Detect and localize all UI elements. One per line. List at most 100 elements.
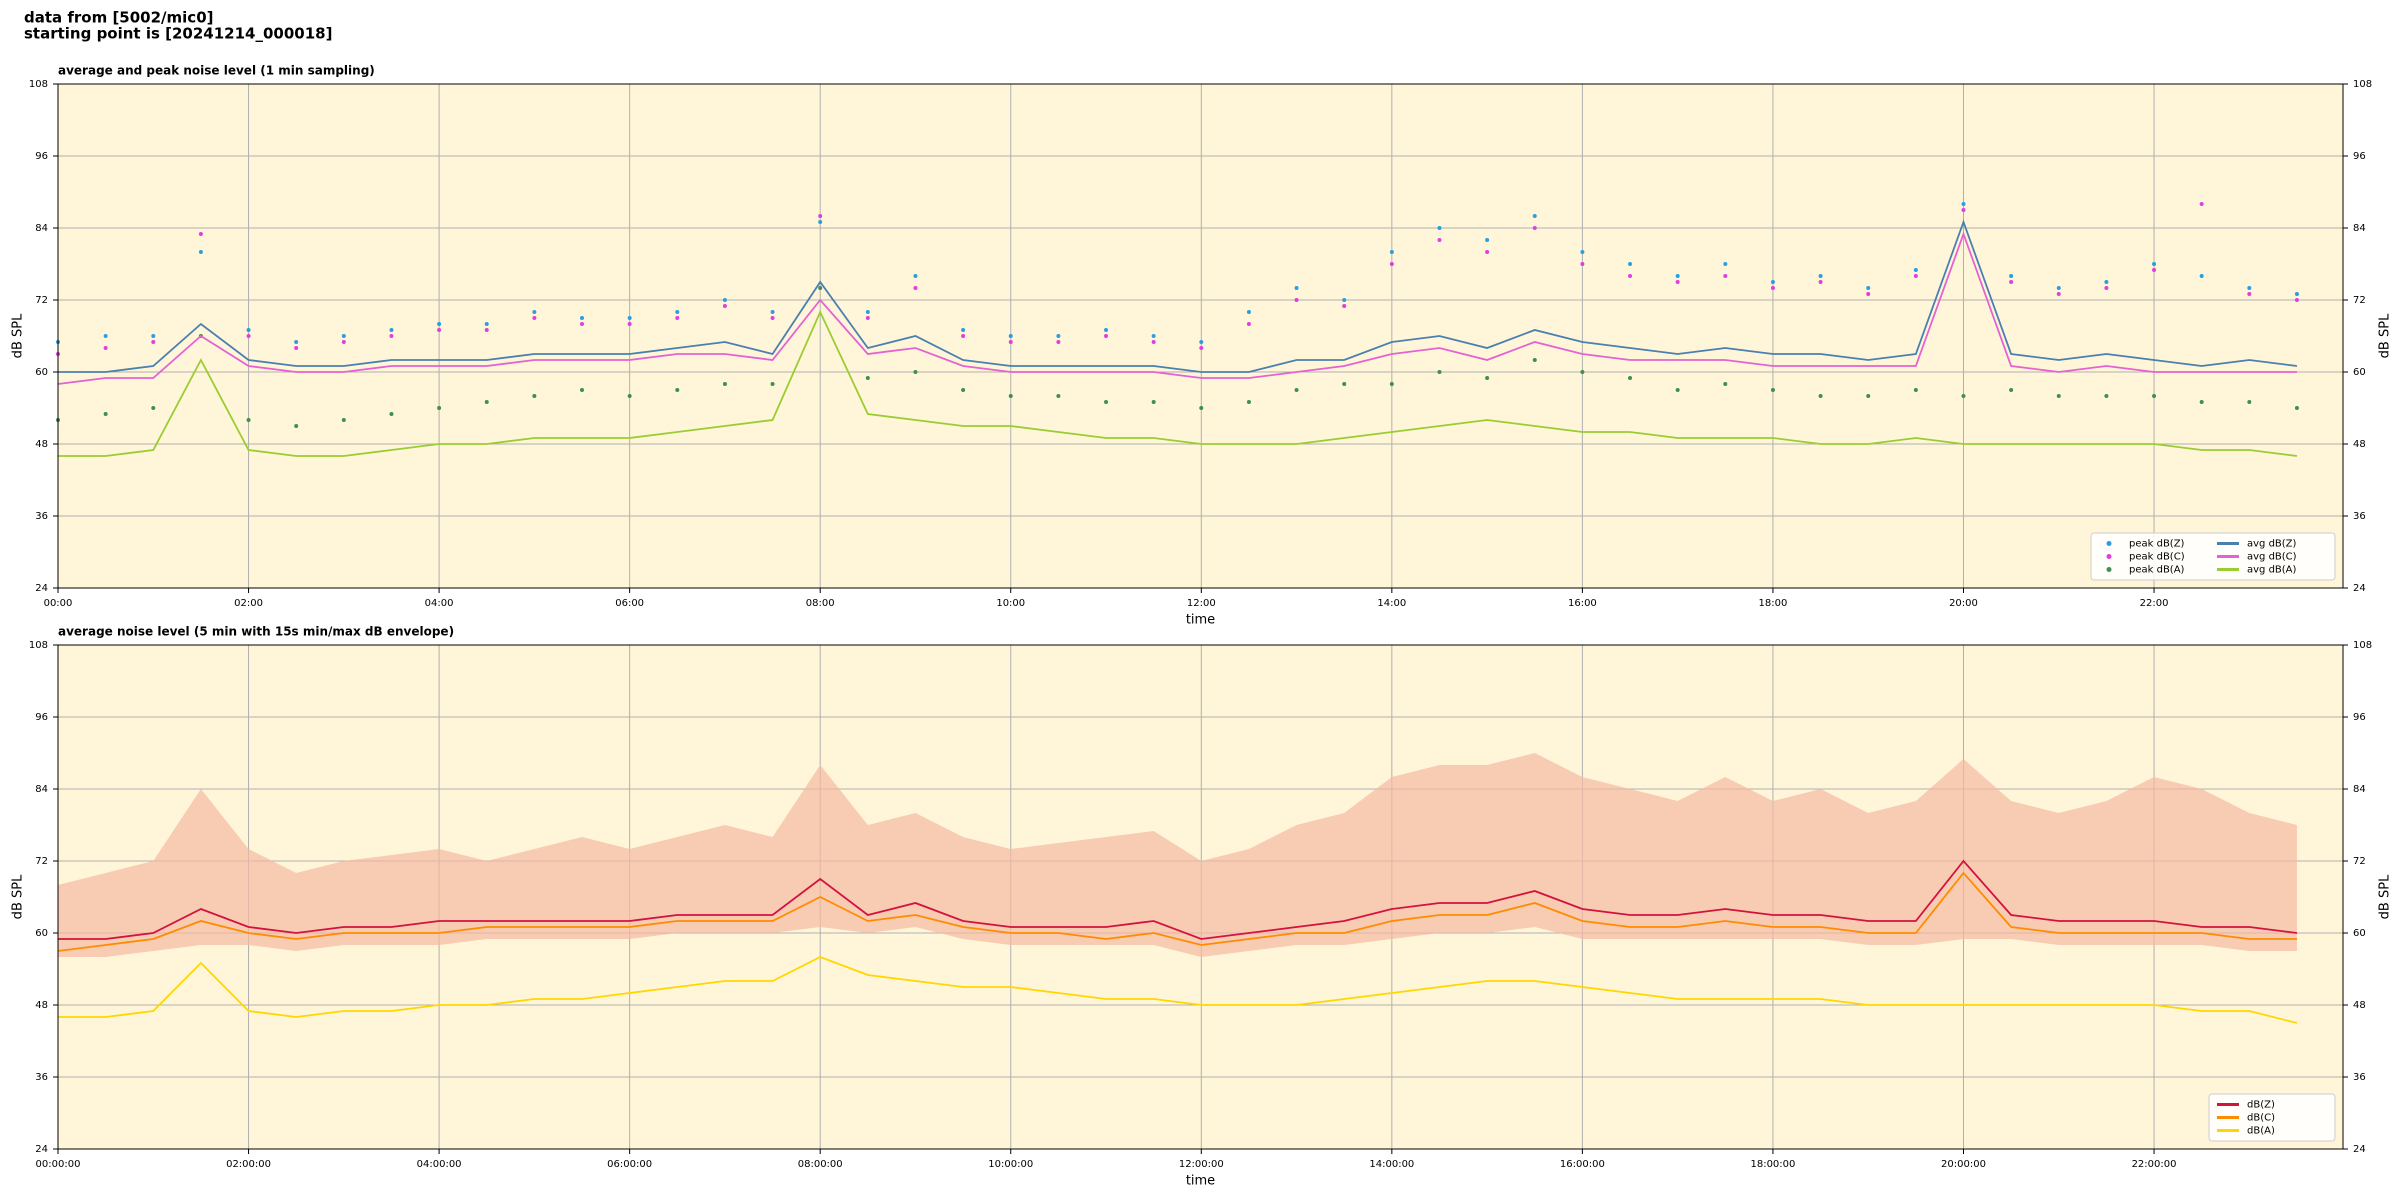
x-tick-label: 06:00:00 — [607, 1159, 652, 1170]
peak-point — [2294, 298, 2299, 302]
x-tick-label: 00:00 — [44, 598, 73, 609]
peak-point — [1723, 274, 1728, 278]
series-line — [58, 219, 2298, 373]
x-tick-label: 04:00 — [425, 598, 454, 609]
x-axis-label: time — [1186, 613, 1215, 628]
peak-point — [675, 388, 680, 392]
legend-label: avg dB(Z) — [2247, 539, 2297, 550]
peak-point — [961, 388, 966, 392]
peak-point — [2152, 268, 2157, 272]
peak-point — [1485, 238, 1490, 242]
peak-point — [580, 316, 585, 320]
peak-point — [1151, 340, 1156, 344]
series-line — [57, 231, 2297, 385]
y-tick-label: 96 — [2353, 712, 2366, 723]
peak-point — [151, 340, 156, 344]
peak-point — [1485, 376, 1490, 380]
y-tick-label: 60 — [35, 928, 48, 939]
peak-point — [2009, 388, 2014, 392]
y-tick-label: 72 — [35, 856, 48, 867]
y-tick-label: 96 — [35, 151, 48, 162]
peak-point — [818, 220, 823, 224]
legend-label: dB(C) — [2247, 1113, 2275, 1124]
peak-point — [246, 334, 251, 338]
x-tick-label: 12:00 — [1187, 598, 1216, 609]
x-tick-label: 02:00:00 — [226, 1159, 271, 1170]
peak-point — [675, 316, 680, 320]
peak-point — [1580, 262, 1585, 266]
peak-point — [913, 274, 918, 278]
peak-point — [1866, 286, 1871, 290]
peak-point — [580, 322, 585, 326]
y-tick-label: 24 — [2353, 583, 2366, 594]
y-tick-label: 36 — [2353, 1072, 2366, 1083]
peak-point — [1723, 382, 1728, 386]
peak-point — [722, 304, 727, 308]
header-line: starting point is [20241214_000018] — [24, 25, 332, 43]
peak-point — [1389, 250, 1394, 254]
series-line — [57, 871, 2297, 952]
peak-point — [2104, 280, 2109, 284]
x-tick-label: 20:00:00 — [1941, 1159, 1986, 1170]
peak-point — [913, 286, 918, 290]
peak-point — [627, 322, 632, 326]
y-tick-label: 48 — [2353, 439, 2366, 450]
legend-label: peak dB(A) — [2129, 565, 2185, 576]
peak-point — [1675, 274, 1680, 278]
peak-point — [2056, 292, 2061, 296]
y-tick-label: 72 — [35, 295, 48, 306]
peak-point — [294, 340, 299, 344]
peak-point — [1104, 400, 1109, 404]
peak-point — [627, 394, 632, 398]
peak-point — [1770, 286, 1775, 290]
peak-point — [1628, 262, 1633, 266]
y-tick-label: 108 — [29, 79, 48, 90]
peak-point — [103, 334, 108, 338]
peak-point — [1580, 250, 1585, 254]
peak-point — [1866, 394, 1871, 398]
peak-point — [770, 382, 775, 386]
peak-point — [2294, 292, 2299, 296]
y-tick-label: 60 — [2353, 928, 2366, 939]
peak-point — [1818, 280, 1823, 284]
peak-point — [1246, 310, 1251, 314]
peak-point — [865, 310, 870, 314]
x-tick-label: 02:00 — [234, 598, 263, 609]
x-tick-label: 10:00 — [996, 598, 1025, 609]
peak-point — [2152, 262, 2157, 266]
peak-point — [1913, 274, 1918, 278]
y-tick-label: 60 — [35, 367, 48, 378]
peak-point — [2247, 400, 2252, 404]
peak-point — [341, 340, 346, 344]
x-tick-label: 22:00 — [2140, 598, 2169, 609]
peak-point — [770, 310, 775, 314]
peak-point — [389, 328, 394, 332]
peak-point — [294, 424, 299, 428]
peak-point — [2009, 274, 2014, 278]
y-tick-label: 36 — [2353, 511, 2366, 522]
peak-point — [1437, 370, 1442, 374]
peak-point — [722, 382, 727, 386]
y-tick-label: 24 — [35, 583, 48, 594]
peak-point — [1342, 304, 1347, 308]
peak-point — [2199, 400, 2204, 404]
y-tick-label: 48 — [35, 439, 48, 450]
peak-point — [341, 334, 346, 338]
y-tick-label: 96 — [2353, 151, 2366, 162]
peak-point — [437, 322, 442, 326]
legend-label: peak dB(C) — [2129, 552, 2185, 563]
peak-point — [1104, 334, 1109, 338]
peak-point — [1056, 334, 1061, 338]
peak-point — [151, 406, 156, 410]
peak-point — [389, 412, 394, 416]
peak-point — [865, 376, 870, 380]
peak-point — [1675, 280, 1680, 284]
peak-point — [1056, 340, 1061, 344]
x-tick-label: 00:00:00 — [36, 1159, 81, 1170]
y-axis-label: dB SPL — [11, 313, 26, 358]
peak-point — [818, 214, 823, 218]
peak-point — [1770, 280, 1775, 284]
peak-point — [2056, 286, 2061, 290]
peak-point — [1246, 400, 1251, 404]
series-line — [58, 859, 2298, 940]
